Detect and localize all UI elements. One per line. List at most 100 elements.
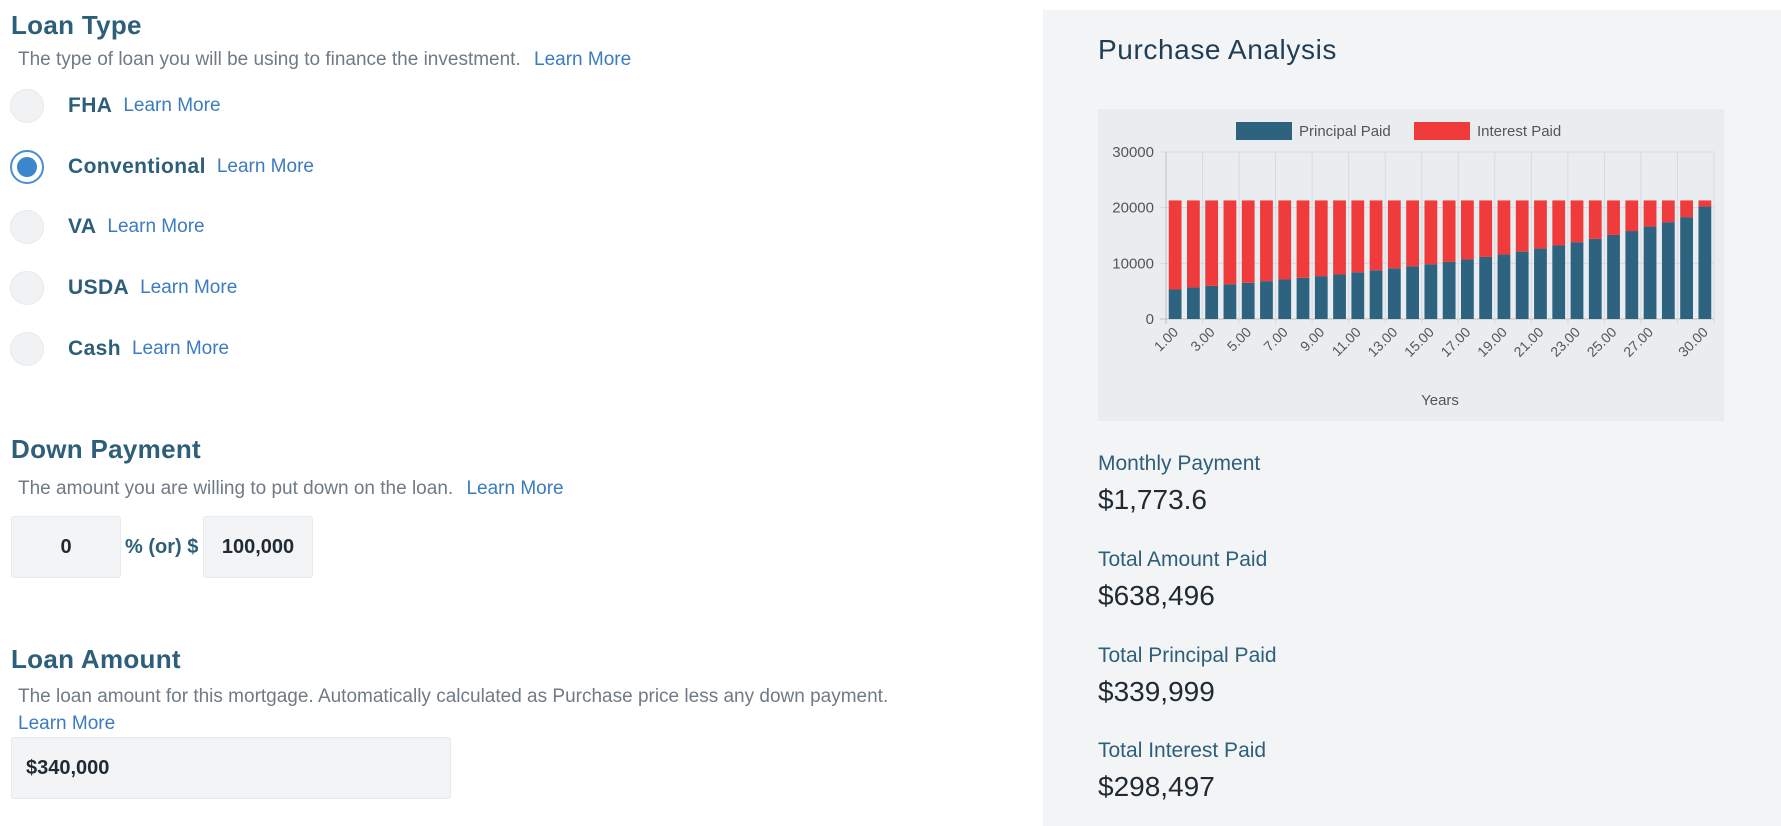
legend-principal-label: Principal Paid: [1299, 123, 1391, 140]
loan-option-usda[interactable]: USDA Learn More: [10, 270, 237, 306]
radio-usda[interactable]: [10, 271, 44, 305]
principal-bar: [1607, 234, 1620, 319]
total-amount-paid-value: $638,496: [1098, 580, 1215, 611]
principal-bar: [1387, 268, 1401, 319]
principal-interest-chart: 0 10000 20000 30000 1.00 3.00 5.00 7.00 9.00 11.0…: [1098, 109, 1724, 421]
loan-option-label: Cash: [68, 337, 121, 360]
interest-bar: [1314, 200, 1328, 277]
principal-bar: [1296, 277, 1310, 319]
total-principal-paid-value: $339,999: [1098, 676, 1215, 707]
interest-bar: [1570, 200, 1584, 243]
x-tick-label: 3.00: [1187, 324, 1218, 355]
principal-bar: [1552, 245, 1566, 319]
principal-bar: [1314, 276, 1328, 319]
va-learn-more-link[interactable]: Learn More: [107, 216, 205, 237]
principal-bar: [1625, 231, 1639, 319]
loan-amount-learn-more-link[interactable]: Learn More: [18, 713, 116, 734]
loan-option-conventional[interactable]: Conventional Learn More: [10, 149, 314, 185]
loan-option-va[interactable]: VA Learn More: [10, 209, 205, 245]
principal-bar: [1661, 222, 1675, 319]
interest-bar: [1552, 200, 1566, 246]
loan-type-learn-more-link[interactable]: Learn More: [534, 49, 632, 70]
loan-type-description-text: The type of loan you will be using to fi…: [18, 49, 521, 70]
monthly-payment-label: Monthly Payment: [1098, 452, 1261, 475]
principal-bar: [1333, 274, 1346, 319]
principal-bar: [1497, 254, 1511, 319]
purchase-analysis-title: Purchase Analysis: [1098, 34, 1337, 65]
interest-bar: [1168, 200, 1182, 290]
cash-learn-more-link[interactable]: Learn More: [131, 338, 230, 359]
down-payment-learn-more-link[interactable]: Learn More: [466, 478, 564, 499]
down-payment-separator-label: % (or) $: [125, 536, 199, 558]
y-tick-label: 20000: [1112, 200, 1154, 217]
x-tick-label: 9.00: [1297, 324, 1328, 355]
legend-principal-swatch: [1236, 122, 1292, 140]
loan-option-cash[interactable]: Cash Learn More: [10, 331, 229, 367]
usda-learn-more-link[interactable]: Learn More: [140, 277, 238, 298]
purchase-analysis-panel: Purchase Analysis 0 10000 20000 30000 1.00 3.…: [1043, 10, 1781, 826]
loan-option-label: Conventional: [68, 155, 206, 178]
radio-va[interactable]: [10, 210, 44, 244]
legend-interest-label: Interest Paid: [1477, 123, 1561, 140]
interest-bar: [1680, 200, 1693, 218]
interest-bar: [1296, 200, 1310, 278]
principal-bar: [1515, 251, 1529, 319]
interest-bar: [1534, 200, 1547, 249]
interest-bar: [1461, 200, 1474, 260]
x-tick-label: 13.00: [1364, 324, 1400, 360]
x-axis-title: Years: [1421, 392, 1459, 409]
x-tick-label: 19.00: [1474, 324, 1510, 360]
down-payment-percent-input[interactable]: 0: [11, 516, 121, 578]
principal-bar: [1461, 259, 1474, 319]
x-tick-label: 1.00: [1151, 324, 1182, 355]
x-tick-label: 11.00: [1329, 324, 1365, 360]
loan-amount-input[interactable]: $340,000: [11, 737, 451, 799]
total-amount-paid-label: Total Amount Paid: [1098, 548, 1268, 571]
loan-type-description: The type of loan you will be using to fi…: [18, 49, 631, 71]
total-interest-paid-value: $298,497: [1098, 771, 1215, 802]
interest-bar: [1351, 200, 1365, 273]
conventional-learn-more-link[interactable]: Learn More: [216, 156, 314, 177]
down-payment-dollar-input[interactable]: 100,000: [203, 516, 313, 578]
legend-interest-swatch: [1414, 122, 1470, 140]
radio-conventional[interactable]: [10, 150, 44, 184]
down-payment-description: The amount you are willing to put down o…: [18, 478, 564, 500]
x-tick-label: 27.00: [1620, 324, 1656, 360]
principal-bar: [1260, 281, 1273, 319]
loan-option-label: USDA: [68, 276, 130, 299]
chart-svg: 0 10000 20000 30000 1.00 3.00 5.00 7.00 9.00 11.0…: [1112, 122, 1715, 409]
interest-bar: [1479, 200, 1493, 257]
y-tick-label: 10000: [1112, 255, 1154, 272]
total-principal-paid-label: Total Principal Paid: [1098, 644, 1277, 667]
x-tick-label: 7.00: [1260, 324, 1291, 355]
loan-amount-description: The loan amount for this mortgage. Autom…: [18, 686, 889, 707]
principal-bar: [1570, 242, 1584, 319]
loan-option-label: VA: [68, 215, 97, 238]
principal-bar: [1643, 226, 1657, 319]
x-tick-label: 25.00: [1584, 324, 1620, 360]
monthly-payment-value: $1,773.6: [1098, 484, 1207, 515]
x-tick-label: 23.00: [1547, 324, 1583, 360]
interest-bar: [1187, 200, 1200, 288]
principal-bar: [1241, 282, 1255, 319]
interest-bar: [1369, 200, 1383, 271]
loan-type-title: Loan Type: [11, 10, 142, 40]
interest-bar: [1588, 200, 1602, 239]
principal-bar: [1424, 264, 1438, 319]
interest-bar: [1442, 200, 1456, 262]
interest-bar: [1205, 200, 1219, 286]
interest-bar: [1260, 200, 1273, 282]
interest-bar: [1661, 200, 1675, 223]
principal-bar: [1406, 266, 1419, 319]
interest-bar: [1387, 200, 1401, 269]
interest-bar: [1625, 200, 1639, 232]
radio-fha[interactable]: [10, 89, 44, 123]
principal-bar: [1479, 256, 1493, 319]
loan-option-fha[interactable]: FHA Learn More: [10, 88, 221, 124]
interest-bar: [1607, 200, 1620, 235]
x-tick-label: 30.00: [1675, 324, 1711, 360]
radio-cash[interactable]: [10, 332, 44, 366]
fha-learn-more-link[interactable]: Learn More: [123, 95, 221, 116]
interest-bar: [1515, 200, 1529, 252]
principal-bar: [1168, 289, 1182, 319]
